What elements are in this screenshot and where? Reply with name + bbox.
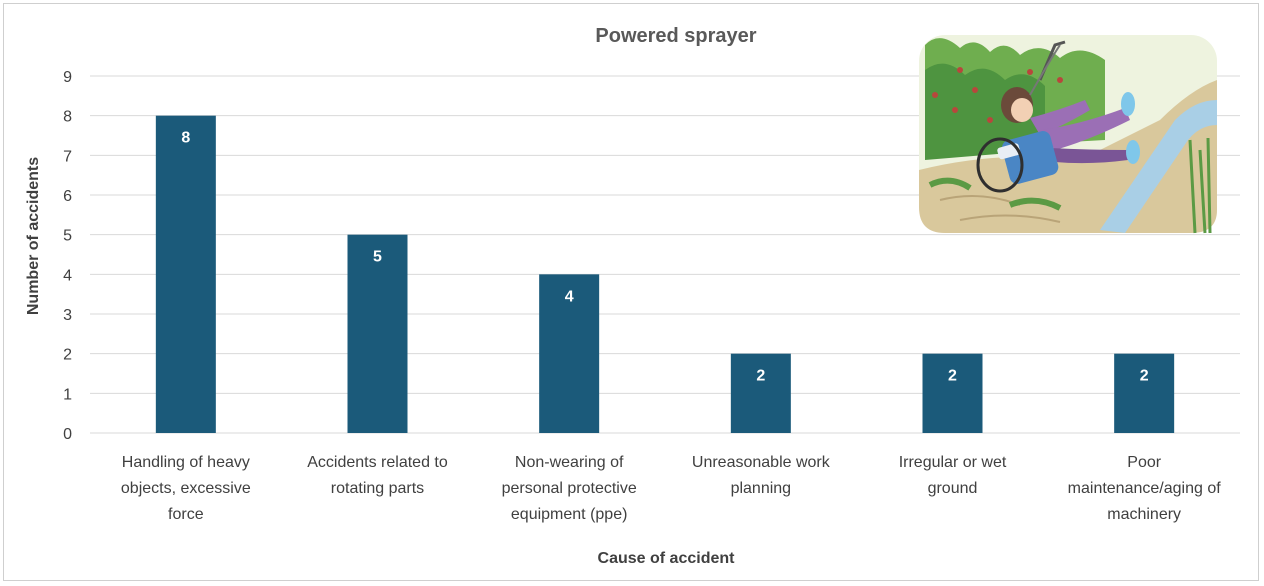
x-tick-label: equipment (ppe) xyxy=(511,506,628,523)
x-tick-label: objects, excessive xyxy=(121,480,251,497)
data-label: 8 xyxy=(181,130,190,147)
x-tick-label: Irregular or wet xyxy=(899,454,1007,471)
x-axis-title: Cause of accident xyxy=(598,550,736,567)
x-tick-label: personal protective xyxy=(502,480,637,497)
bars xyxy=(155,115,1175,434)
y-tick-label: 6 xyxy=(63,188,72,205)
x-tick-label: planning xyxy=(731,480,792,497)
y-tick-label: 0 xyxy=(63,426,72,443)
chart-title: Powered sprayer xyxy=(595,25,756,47)
x-tick-label: force xyxy=(168,506,204,523)
x-tick-label: Non-wearing of xyxy=(515,454,624,471)
y-tick-label: 9 xyxy=(63,69,72,86)
x-tick-label: maintenance/aging of xyxy=(1068,480,1222,497)
data-label: 2 xyxy=(1140,368,1149,385)
data-label: 2 xyxy=(948,368,957,385)
bar xyxy=(1114,353,1175,433)
x-tick-label: Handling of heavy xyxy=(122,454,250,471)
bar xyxy=(922,353,983,433)
y-tick-label: 5 xyxy=(63,228,72,245)
y-tick-label: 7 xyxy=(63,148,72,165)
farmer-sprayer-illustration-icon xyxy=(919,35,1217,234)
x-tick-label: Unreasonable work xyxy=(692,454,831,471)
x-tick-label: ground xyxy=(928,480,978,497)
bar xyxy=(730,353,791,433)
y-tick-label: 8 xyxy=(63,109,72,126)
bar xyxy=(539,274,600,433)
data-label: 4 xyxy=(565,288,574,305)
y-tick-label: 1 xyxy=(63,386,72,403)
data-label: 5 xyxy=(373,249,382,266)
x-tick-label: machinery xyxy=(1107,506,1181,523)
y-axis-ticks: 0 1 2 3 4 5 6 7 8 9 xyxy=(63,69,72,443)
x-tick-label: Accidents related to xyxy=(307,454,448,471)
bar xyxy=(155,115,216,434)
x-tick-label: Poor xyxy=(1127,454,1161,471)
bar xyxy=(347,234,408,433)
data-labels: 8 5 4 2 2 2 xyxy=(181,130,1148,385)
x-axis-ticks: Handling of heavy objects, excessive force… xyxy=(121,454,1221,523)
y-tick-label: 3 xyxy=(63,307,72,324)
data-label: 2 xyxy=(756,368,765,385)
y-axis-title: Number of accidents xyxy=(25,157,42,315)
y-tick-label: 4 xyxy=(63,267,72,284)
y-tick-label: 2 xyxy=(63,347,72,364)
x-tick-label: rotating parts xyxy=(331,480,424,497)
